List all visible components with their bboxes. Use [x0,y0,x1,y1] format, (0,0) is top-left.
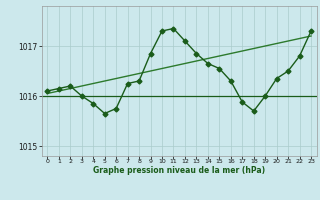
X-axis label: Graphe pression niveau de la mer (hPa): Graphe pression niveau de la mer (hPa) [93,166,265,175]
